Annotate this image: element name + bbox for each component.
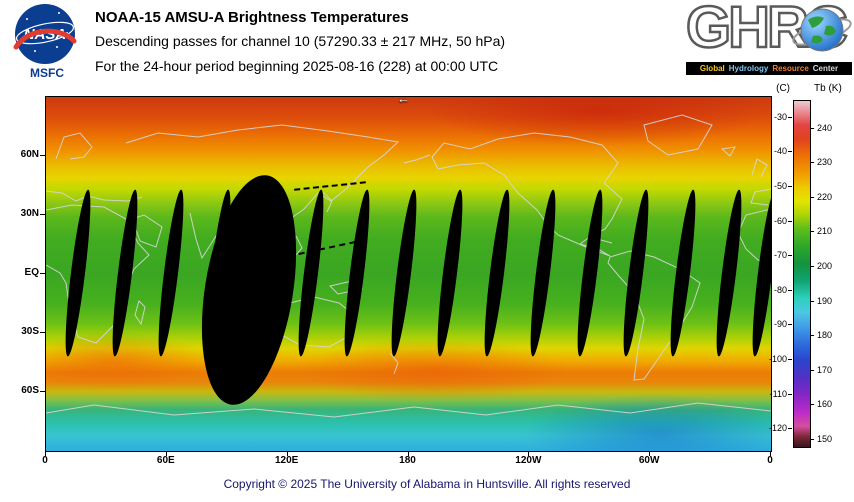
colorbar-kelvin-tick xyxy=(810,266,814,268)
colorbar-celsius-tick xyxy=(788,116,792,118)
colorbar-kelvin-label: 150 xyxy=(817,434,833,445)
ghrc-logo: GHRC Global Hydrology Resource Center xyxy=(685,0,852,86)
colorbar-celsius-label: -100 xyxy=(768,353,787,364)
ghrc-tagline-word: Center xyxy=(812,64,839,73)
data-gap xyxy=(525,188,561,358)
colorbar-celsius-label: -50 xyxy=(773,180,787,191)
colorbar-celsius-tick xyxy=(788,220,792,222)
ghrc-tagline-word: Global xyxy=(699,64,725,73)
data-gap xyxy=(107,188,143,358)
lon-axis-label: 60E xyxy=(156,455,175,466)
colorbar-kelvin-tick xyxy=(810,231,814,233)
lon-axis-label: 0 xyxy=(767,455,773,466)
colorbar-celsius-label: -60 xyxy=(773,215,787,226)
colorbar-unit-kelvin: Tb (K) xyxy=(814,83,842,94)
ghrc-tagline-word: Hydrology xyxy=(728,64,769,73)
copyright: Copyright © 2025 The University of Alaba… xyxy=(223,477,631,491)
colorbar-celsius-label: -90 xyxy=(773,319,787,330)
colorbar-celsius-tick xyxy=(788,358,792,360)
colorbar-celsius-tick xyxy=(788,289,792,291)
lon-axis-label: 60W xyxy=(638,455,660,466)
colorbar-kelvin-tick xyxy=(810,127,814,129)
colorbar-unit-celsius: (C) xyxy=(776,83,790,94)
colorbar-kelvin-label: 220 xyxy=(817,191,833,202)
colorbar-kelvin-label: 180 xyxy=(817,330,833,341)
colorbar-celsius-tick xyxy=(788,428,792,430)
nasa-red-swoosh xyxy=(13,28,77,50)
lat-axis-label: EQ xyxy=(24,267,39,278)
colorbar-kelvin-tick xyxy=(810,196,814,198)
colorbar-celsius-tick xyxy=(788,324,792,326)
data-gap xyxy=(386,188,422,358)
colorbar-ticks: 240 230 220 210 200 190 180 170 160 150 -30 -40 -50 -… xyxy=(769,100,832,446)
lon-axis-label: 180 xyxy=(399,455,416,466)
colorbar-celsius-tick xyxy=(788,393,792,395)
data-gap xyxy=(153,188,189,358)
colorbar-kelvin-label: 230 xyxy=(817,157,833,168)
globe-icon xyxy=(792,8,852,52)
period-line: For the 24-hour period beginning 2025-08… xyxy=(95,58,499,74)
colorbar-celsius-label: -80 xyxy=(773,284,787,295)
nasa-logo: NASA xyxy=(12,3,82,67)
colorbar-kelvin-tick xyxy=(810,335,814,337)
data-gaps-layer xyxy=(46,97,771,451)
globe-continents xyxy=(808,16,836,44)
brightness-temperature-map xyxy=(45,96,772,452)
data-gap xyxy=(711,188,747,358)
lat-axis-label: 60S xyxy=(21,385,39,396)
colorbar-kelvin-tick xyxy=(810,369,814,371)
channel-subtitle: Descending passes for channel 10 (57290.… xyxy=(95,33,506,49)
colorbar-celsius-tick xyxy=(788,185,792,187)
data-gap xyxy=(747,188,771,358)
lat-axis-label: 30N xyxy=(20,208,39,219)
data-gap xyxy=(665,188,701,358)
data-gap xyxy=(60,188,96,358)
colorbar-celsius-tick xyxy=(788,151,792,153)
colorbar-kelvin-label: 240 xyxy=(817,122,833,133)
colorbar-kelvin-tick xyxy=(810,300,814,302)
data-gap xyxy=(339,188,375,358)
colorbar-kelvin-tick xyxy=(810,162,814,164)
colorbar-celsius-label: -40 xyxy=(773,146,787,157)
lon-axis-label: 120W xyxy=(515,455,542,466)
colorbar-celsius-label: -110 xyxy=(769,388,787,399)
colorbar-kelvin-tick xyxy=(810,439,814,441)
colorbar xyxy=(793,100,811,448)
lat-axis-label: 30S xyxy=(21,326,39,337)
colorbar-kelvin-label: 210 xyxy=(817,226,833,237)
ghrc-tagline-word: Resource xyxy=(772,64,809,73)
nasa-blue-sphere xyxy=(15,4,75,64)
nasa-orbit-ellipse xyxy=(15,21,75,45)
lon-axis-label: 120E xyxy=(274,455,299,466)
colorbar-kelvin-tick xyxy=(810,404,814,406)
colorbar-celsius-tick xyxy=(788,255,792,257)
data-gap xyxy=(187,168,311,412)
colorbar-celsius-label: -120 xyxy=(768,423,787,434)
ghrc-tagline: Global Hydrology Resource Center xyxy=(686,62,852,75)
data-gap xyxy=(293,188,329,358)
colorbar-kelvin-label: 200 xyxy=(817,261,833,272)
msfc-label: MSFC xyxy=(30,66,64,80)
lon-axis-label: 0 xyxy=(42,455,48,466)
page-title: NOAA-15 AMSU-A Brightness Temperatures xyxy=(95,9,409,26)
colorbar-celsius-label: -30 xyxy=(773,111,787,122)
colorbar-kelvin-label: 190 xyxy=(817,295,833,306)
colorbar-celsius-label: -70 xyxy=(773,250,787,261)
data-gap xyxy=(432,188,468,358)
data-gap xyxy=(618,188,654,358)
data-gap xyxy=(572,188,608,358)
data-gap xyxy=(479,188,515,358)
nasa-insignia-icon: NASA xyxy=(13,4,77,64)
colorbar-kelvin-label: 160 xyxy=(817,399,833,410)
colorbar-kelvin-label: 170 xyxy=(817,364,833,375)
lat-axis-label: 60N xyxy=(20,149,39,160)
